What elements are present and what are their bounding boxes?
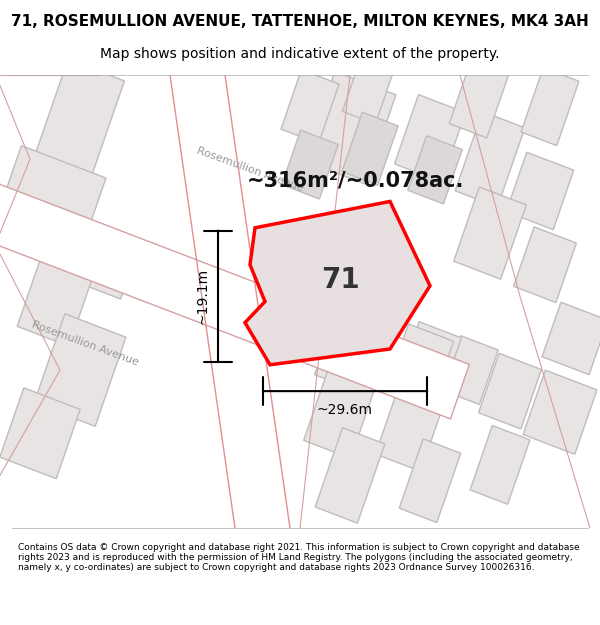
Text: ~19.1m: ~19.1m [195,268,209,324]
Text: Rosemullion Avenue: Rosemullion Avenue [195,146,305,194]
Polygon shape [17,257,93,346]
Polygon shape [304,71,396,184]
Polygon shape [34,314,126,426]
Text: Rosemullion Avenue: Rosemullion Avenue [30,320,140,368]
Polygon shape [470,426,530,504]
Polygon shape [0,146,106,258]
Polygon shape [245,201,430,365]
Polygon shape [523,370,597,454]
Polygon shape [69,220,141,299]
Polygon shape [454,187,526,279]
Polygon shape [449,54,511,138]
Polygon shape [455,112,525,207]
Polygon shape [521,68,579,146]
Polygon shape [506,152,574,229]
Polygon shape [282,130,338,199]
Text: ~316m²/~0.078ac.: ~316m²/~0.078ac. [247,171,464,191]
Polygon shape [542,302,600,374]
Polygon shape [399,439,461,522]
Text: ~29.6m: ~29.6m [317,403,373,417]
Polygon shape [281,70,339,144]
Polygon shape [395,94,466,182]
Polygon shape [386,324,454,406]
Text: Contains OS data © Crown copyright and database right 2021. This information is : Contains OS data © Crown copyright and d… [18,542,580,572]
Polygon shape [314,306,385,392]
Text: 71, ROSEMULLION AVENUE, TATTENHOE, MILTON KEYNES, MK4 3AH: 71, ROSEMULLION AVENUE, TATTENHOE, MILTO… [11,14,589,29]
Polygon shape [0,184,469,419]
Text: Map shows position and indicative extent of the property.: Map shows position and indicative extent… [100,47,500,61]
Polygon shape [442,336,498,404]
Polygon shape [514,227,577,302]
Polygon shape [398,322,461,398]
Polygon shape [479,353,541,429]
Polygon shape [35,59,124,175]
Text: 71: 71 [320,266,359,294]
Polygon shape [408,136,462,204]
Polygon shape [343,47,398,124]
Polygon shape [315,428,385,523]
Polygon shape [0,388,80,479]
Polygon shape [342,112,398,186]
Polygon shape [376,385,445,471]
Polygon shape [304,366,376,458]
